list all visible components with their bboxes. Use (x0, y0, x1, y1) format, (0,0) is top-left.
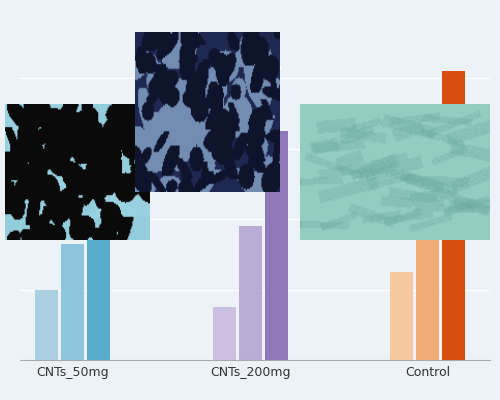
Bar (264, 131, 287, 360)
Bar (390, 272, 413, 360)
Bar (36, 290, 59, 360)
Bar (62, 244, 84, 360)
Bar (87, 177, 110, 360)
Bar (238, 226, 262, 360)
Bar (442, 71, 465, 360)
Bar (416, 191, 439, 360)
Bar (213, 307, 236, 360)
